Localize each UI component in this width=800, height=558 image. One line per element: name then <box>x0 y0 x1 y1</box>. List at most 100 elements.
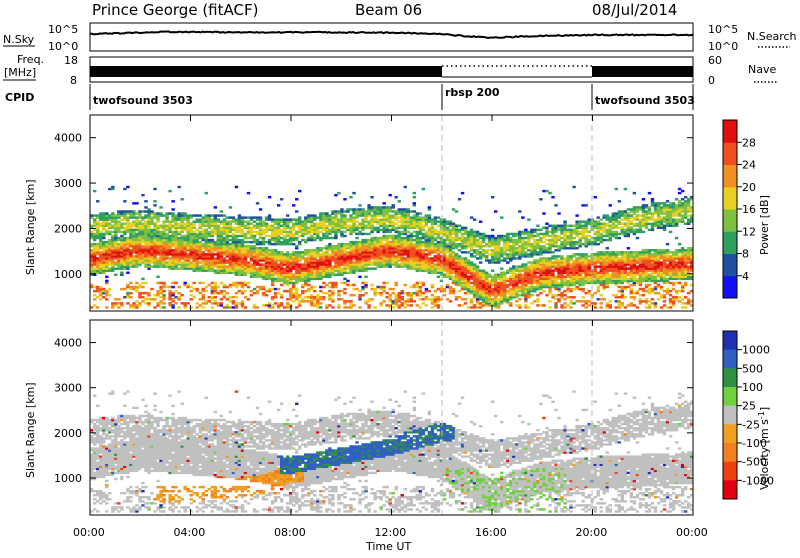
power-cell <box>352 192 355 194</box>
power-cell <box>449 300 452 302</box>
power-cell <box>497 298 500 300</box>
power-cell <box>280 198 283 200</box>
power-cell <box>331 265 334 267</box>
power-cell <box>262 237 265 239</box>
power-cell <box>551 261 554 263</box>
power-cell <box>271 296 274 298</box>
power-cell <box>431 294 434 296</box>
power-cell <box>280 241 283 243</box>
power-cell <box>220 302 223 304</box>
power-cell <box>202 216 205 218</box>
power-cell <box>183 212 186 214</box>
power-cell <box>226 292 229 294</box>
power-cell <box>419 212 422 214</box>
power-cell <box>217 302 220 304</box>
power-cell <box>443 218 446 220</box>
power-cell <box>256 239 259 241</box>
power-cell <box>476 231 479 233</box>
power-cell <box>199 261 202 263</box>
power-cell <box>331 290 334 292</box>
power-cell <box>262 263 265 265</box>
power-cell <box>437 241 440 243</box>
power-cell <box>292 251 295 253</box>
power-cell <box>337 304 340 306</box>
power-cell <box>256 290 259 292</box>
power-cell <box>96 306 99 308</box>
power-cell <box>401 208 404 210</box>
power-cell <box>458 249 461 251</box>
power-cell <box>554 276 557 278</box>
power-cell <box>105 229 108 231</box>
power-cell <box>536 294 539 296</box>
power-cell <box>536 239 539 241</box>
date-title: 08/Jul/2014 <box>592 1 677 19</box>
power-cell <box>90 284 93 286</box>
power-cell <box>196 233 199 235</box>
power-cell <box>325 245 328 247</box>
power-cell <box>301 290 304 292</box>
power-cell <box>262 220 265 222</box>
power-cell <box>530 302 533 304</box>
power-cell <box>283 267 286 269</box>
power-cell <box>395 282 398 284</box>
power-cell <box>431 284 434 286</box>
power-cell <box>385 296 388 298</box>
power-cell <box>244 282 247 284</box>
power-cell <box>120 302 123 304</box>
power-cell <box>223 306 226 308</box>
power-cell <box>379 218 382 220</box>
power-cell <box>162 306 165 308</box>
power-cell <box>395 223 398 225</box>
power-cell <box>575 253 578 255</box>
power-cell <box>491 235 494 237</box>
power-cell <box>226 220 229 222</box>
power-cell <box>518 210 521 212</box>
power-cell <box>506 253 509 255</box>
power-cell <box>364 300 367 302</box>
power-cell <box>458 304 461 306</box>
power-cell <box>153 212 156 214</box>
power-cell <box>458 237 461 239</box>
power-cell <box>467 306 470 308</box>
power-cell <box>298 263 301 265</box>
power-cell <box>521 216 524 218</box>
power-cell <box>572 259 575 261</box>
power-cell <box>304 239 307 241</box>
power-cell <box>111 231 114 233</box>
power-cell <box>404 292 407 294</box>
power-cell <box>196 218 199 220</box>
power-cell <box>398 231 401 233</box>
power-cell <box>211 302 214 304</box>
power-cell <box>506 233 509 235</box>
power-cell <box>527 261 530 263</box>
power-cell <box>521 274 524 276</box>
power-cell <box>144 282 147 284</box>
noise-tick-bottom-right: 10^0 <box>708 40 738 53</box>
power-cell <box>328 290 331 292</box>
power-cell <box>367 239 370 241</box>
power-cell <box>205 192 208 194</box>
power-cell <box>416 231 419 233</box>
power-cell <box>452 288 455 290</box>
power-cell <box>108 267 111 269</box>
power-cell <box>180 261 183 263</box>
power-cell <box>117 210 120 212</box>
cpid-segment-1: twofsound 3503 <box>93 94 193 107</box>
power-cell <box>220 298 223 300</box>
power-cell <box>253 220 256 222</box>
power-cell <box>352 241 355 243</box>
power-cell <box>527 265 530 267</box>
power-cell <box>566 225 569 227</box>
power-cell <box>93 290 96 292</box>
power-cell <box>376 227 379 229</box>
power-cell <box>93 304 96 306</box>
power-cell <box>99 212 102 214</box>
power-cell <box>539 257 542 259</box>
power-cell <box>286 251 289 253</box>
power-cell <box>413 239 416 241</box>
power-cell <box>168 302 171 304</box>
power-cell <box>205 229 208 231</box>
power-cell <box>114 298 117 300</box>
power-cell <box>274 292 277 294</box>
power-cell <box>286 218 289 220</box>
